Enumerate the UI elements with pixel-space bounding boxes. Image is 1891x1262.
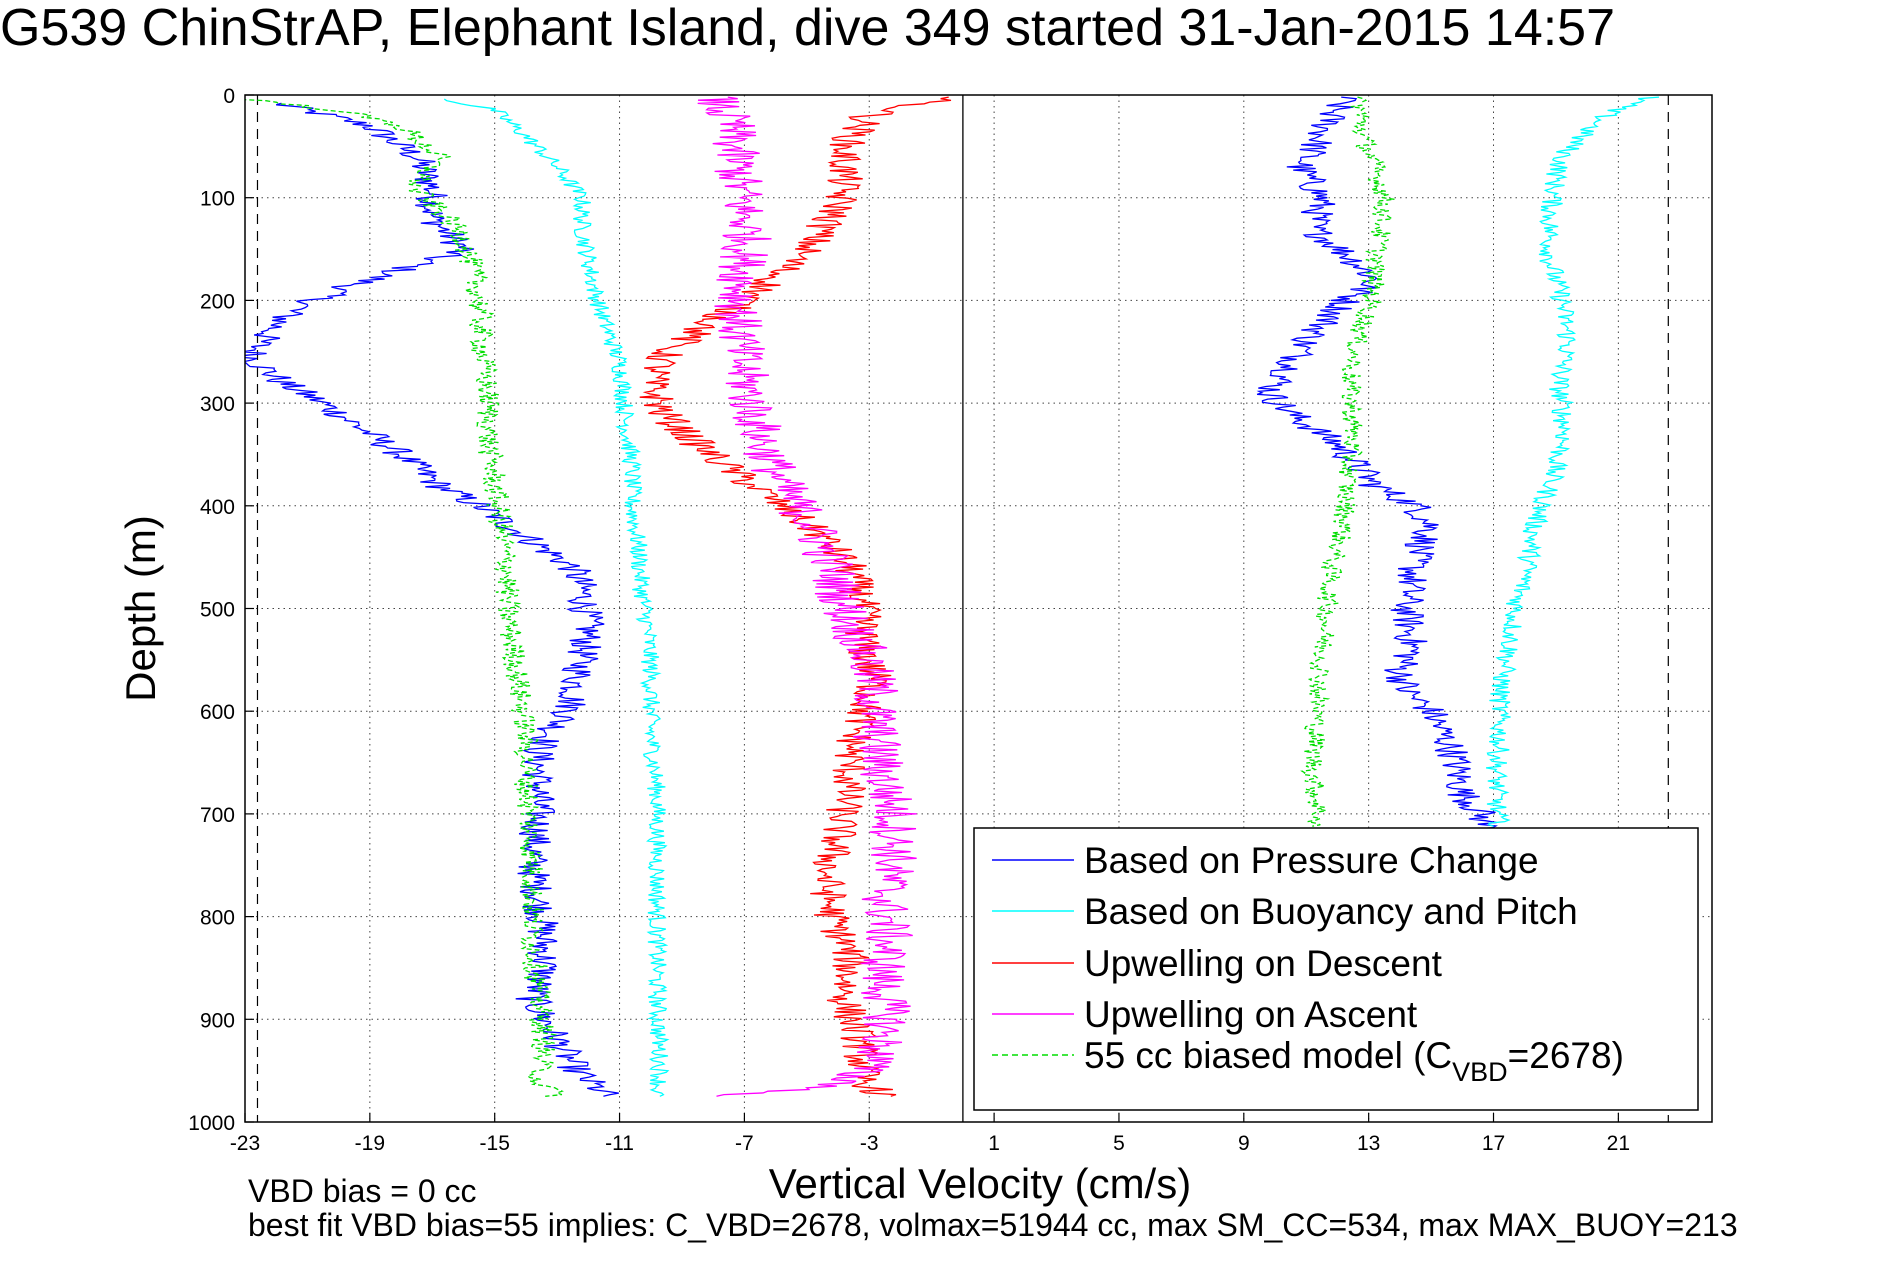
legend-label-ascent: Upwelling on Ascent — [1084, 994, 1418, 1035]
y-tick-label: 900 — [200, 1009, 235, 1032]
series-line-3 — [1485, 96, 1660, 827]
x-tick-label: 5 — [1113, 1132, 1125, 1155]
legend-box — [973, 827, 1699, 1111]
legend-label-pressure: Based on Pressure Change — [1084, 840, 1539, 881]
series-line-0 — [245, 102, 619, 1097]
series-line-1 — [1256, 96, 1498, 830]
legend-label-model-main: 55 cc biased model (C — [1084, 1035, 1452, 1076]
x-tick-label: -7 — [735, 1132, 754, 1155]
y-tick-label: 600 — [200, 701, 235, 724]
y-tick-label: 0 — [223, 85, 235, 108]
legend-label-descent: Upwelling on Descent — [1084, 943, 1443, 984]
x-tick-label: 21 — [1607, 1132, 1630, 1155]
y-tick-label: 500 — [200, 599, 235, 622]
y-axis-ticks: 0 100 200 300 400 500 600 700 800 900 1000 — [188, 85, 254, 1135]
x-tick-label: -19 — [355, 1132, 385, 1155]
x-tick-label: -3 — [860, 1132, 879, 1155]
series-line-2 — [443, 98, 670, 1097]
y-tick-label: 300 — [200, 393, 235, 416]
legend-label-model-end: =2678) — [1508, 1035, 1624, 1076]
x-tick-label: -23 — [230, 1132, 260, 1155]
legend-label-model-sub: VBD — [1452, 1057, 1508, 1087]
series-line-5 — [697, 96, 917, 1097]
series-line-7 — [1300, 96, 1395, 827]
x-tick-label: 17 — [1482, 1132, 1505, 1155]
legend-label-buoyancy: Based on Buoyancy and Pitch — [1084, 891, 1578, 932]
y-tick-label: 400 — [200, 496, 235, 519]
best-fit-note: best fit VBD bias=55 implies: C_VBD=2678… — [248, 1207, 1738, 1243]
x-tick-label: -11 — [605, 1132, 634, 1155]
x-tick-label: 9 — [1238, 1132, 1250, 1155]
x-axis-ticks: -23 -19 -15 -11 -7 -3 1 5 9 13 17 21 — [230, 1113, 1630, 1155]
x-tick-label: 13 — [1357, 1132, 1380, 1155]
y-tick-label: 200 — [200, 290, 235, 313]
y-tick-label: 700 — [200, 804, 235, 827]
y-tick-label: 1000 — [188, 1112, 235, 1135]
series-line-6 — [245, 99, 564, 1097]
y-tick-label: 100 — [200, 188, 235, 211]
x-axis-label: Vertical Velocity (cm/s) — [769, 1160, 1191, 1207]
x-tick-label: 1 — [988, 1132, 1000, 1155]
vbd-bias-note: VBD bias = 0 cc — [248, 1173, 477, 1209]
x-tick-label: -15 — [480, 1132, 510, 1155]
series-group — [245, 96, 1660, 1097]
chart-title: G539 ChinStrAP, Elephant Island, dive 34… — [0, 0, 1616, 57]
legend: Based on Pressure Change Based on Buoyan… — [973, 827, 1699, 1111]
legend-label-model: 55 cc biased model (CVBD=2678) — [1084, 1035, 1624, 1087]
y-tick-label: 800 — [200, 907, 235, 930]
series-line-4 — [639, 96, 952, 1097]
y-axis-label: Depth (m) — [117, 515, 164, 702]
